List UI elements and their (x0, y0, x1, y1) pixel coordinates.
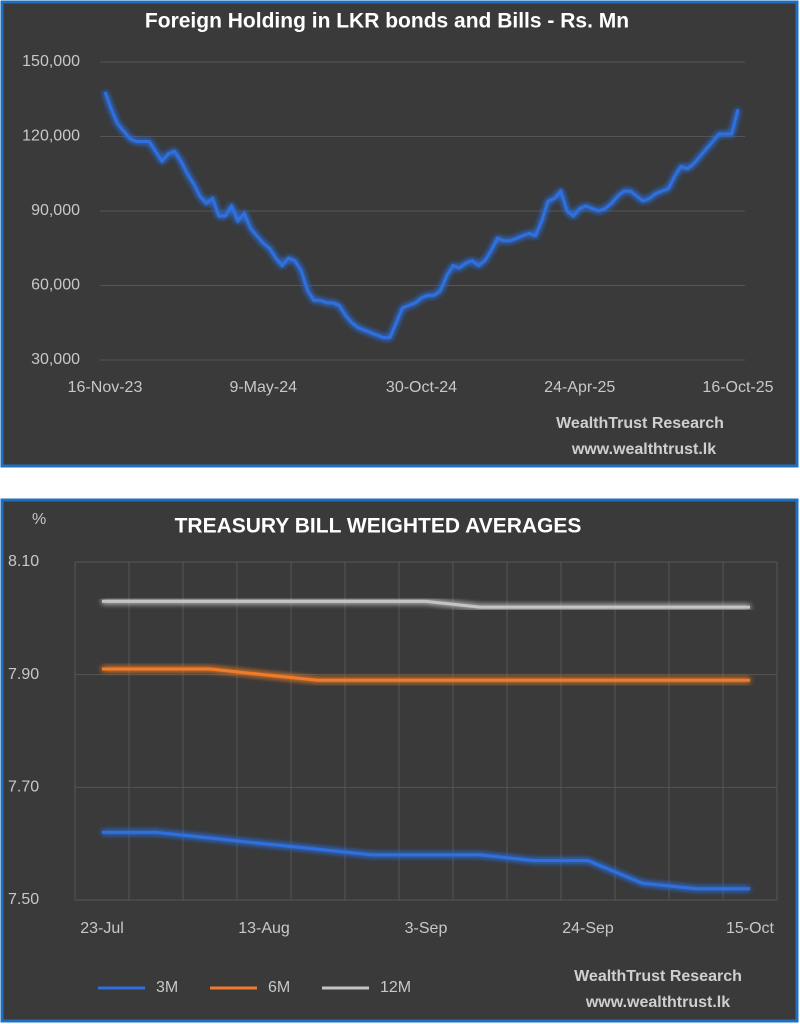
legend-label: 6M (268, 979, 290, 996)
x-tick-label: 9-May-24 (229, 379, 297, 396)
y-tick-label: 30,000 (31, 351, 80, 368)
y-tick-label: 8.10 (8, 553, 39, 570)
series-line (102, 599, 750, 609)
x-tick-label: 3-Sep (405, 920, 448, 937)
x-tick-label: 24-Sep (562, 920, 614, 937)
source: WealthTrust Research (556, 415, 724, 432)
y-tick-label: 90,000 (31, 202, 80, 219)
x-tick-label: 15-Oct (726, 920, 775, 937)
x-tick-label: 13-Aug (238, 920, 290, 937)
x-tick-label: 23-Jul (80, 920, 124, 937)
y-tick-label: 60,000 (31, 277, 80, 294)
y-tick-label: 7.70 (8, 779, 39, 796)
series-line (102, 830, 750, 891)
source-url: www.wealthtrust.lk (585, 994, 730, 1011)
panel (0, 0, 799, 468)
chart-title: Foreign Holding in LKR bonds and Bills -… (145, 10, 629, 33)
series-line (102, 667, 750, 682)
x-tick-label: 30-Oct-24 (386, 379, 457, 396)
chart-title: TREASURY BILL WEIGHTED AVERAGES (175, 515, 582, 538)
legend-label: 12M (380, 979, 411, 996)
x-tick-label: 24-Apr-25 (544, 379, 615, 396)
y-tick-label: 150,000 (22, 53, 80, 70)
y-tick-label: 7.90 (8, 666, 39, 683)
x-tick-label: 16-Oct-25 (702, 379, 773, 396)
source-url: www.wealthtrust.lk (571, 441, 716, 458)
legend-label: 3M (156, 979, 178, 996)
y-tick-label: 120,000 (22, 128, 80, 145)
x-tick-label: 16-Nov-23 (68, 379, 143, 396)
y-unit: % (32, 511, 46, 528)
series-line (103, 91, 740, 340)
y-tick-label: 7.50 (8, 891, 39, 908)
source: WealthTrust Research (574, 968, 742, 985)
